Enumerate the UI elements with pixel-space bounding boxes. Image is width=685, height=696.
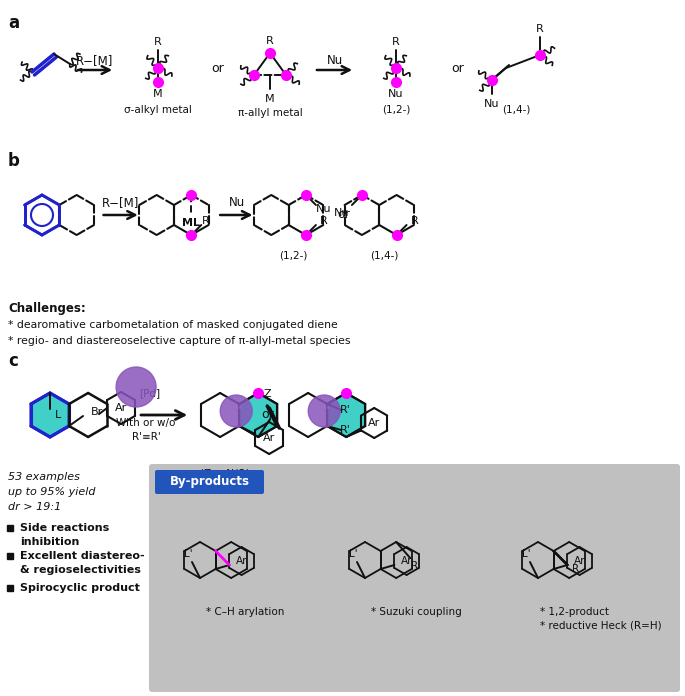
Text: Br: Br xyxy=(91,407,103,417)
Text: (1,4-): (1,4-) xyxy=(370,250,399,260)
Text: Nu: Nu xyxy=(316,204,332,214)
Text: Challenges:: Challenges: xyxy=(8,302,86,315)
Text: Nu: Nu xyxy=(229,196,245,209)
Text: L': L' xyxy=(522,549,530,559)
Text: R: R xyxy=(410,561,418,571)
Text: * reductive Heck (R=H): * reductive Heck (R=H) xyxy=(540,620,662,630)
Text: R: R xyxy=(266,36,274,46)
Text: [Pd]: [Pd] xyxy=(140,388,161,398)
Text: * regio- and diastereoselective capture of π-allyl-metal species: * regio- and diastereoselective capture … xyxy=(8,336,351,346)
Text: Ar: Ar xyxy=(368,418,380,428)
Text: Nu: Nu xyxy=(484,99,500,109)
Text: M: M xyxy=(265,94,275,104)
Text: R: R xyxy=(320,216,328,226)
Text: a: a xyxy=(8,14,19,32)
Text: L': L' xyxy=(349,549,358,559)
Text: L: L xyxy=(55,410,61,420)
Text: R: R xyxy=(411,216,419,226)
Text: * Suzuki coupling: * Suzuki coupling xyxy=(371,607,462,617)
Text: R': R' xyxy=(340,425,351,435)
Text: Excellent diastereo-: Excellent diastereo- xyxy=(20,551,145,561)
Text: Nu: Nu xyxy=(327,54,343,68)
Text: & regioselectivities: & regioselectivities xyxy=(20,565,141,575)
Text: R-B: R-B xyxy=(125,378,147,388)
Text: dr > 19:1: dr > 19:1 xyxy=(8,502,61,512)
Text: (1,4-): (1,4-) xyxy=(502,105,530,115)
Text: Ar: Ar xyxy=(263,433,275,443)
Text: R': R' xyxy=(319,406,330,416)
Text: (1,2-): (1,2-) xyxy=(382,105,410,115)
Text: Spirocyclic product: Spirocyclic product xyxy=(20,583,140,593)
Text: R−[M]: R−[M] xyxy=(76,54,114,68)
Circle shape xyxy=(220,395,252,427)
Text: R: R xyxy=(201,216,209,226)
Text: R: R xyxy=(536,24,544,34)
Text: c: c xyxy=(8,352,18,370)
Text: Side reactions: Side reactions xyxy=(20,523,109,533)
Polygon shape xyxy=(31,393,69,437)
Text: (1,2-): (1,2-) xyxy=(279,250,308,260)
Text: π-allyl metal: π-allyl metal xyxy=(238,108,302,118)
Text: ML: ML xyxy=(182,218,200,228)
Text: R: R xyxy=(572,564,579,574)
Text: * dearomative carbometalation of masked conjugated diene: * dearomative carbometalation of masked … xyxy=(8,320,338,330)
Text: Ar: Ar xyxy=(115,403,127,413)
Text: or: or xyxy=(451,61,464,74)
Circle shape xyxy=(116,367,156,407)
Text: R: R xyxy=(392,37,400,47)
Text: R'≡R': R'≡R' xyxy=(132,432,160,442)
Polygon shape xyxy=(327,393,365,437)
Text: inhibition: inhibition xyxy=(20,537,79,547)
Text: * 1,2-product: * 1,2-product xyxy=(540,607,609,617)
Text: Z: Z xyxy=(264,389,271,399)
Text: 53 examples: 53 examples xyxy=(8,472,80,482)
Text: σ-alkyl metal: σ-alkyl metal xyxy=(124,105,192,115)
Text: Nu: Nu xyxy=(388,89,403,99)
Text: or: or xyxy=(338,209,350,221)
Text: L': L' xyxy=(184,549,192,559)
Text: * C–H arylation: * C–H arylation xyxy=(206,607,284,617)
Polygon shape xyxy=(239,393,277,437)
Text: Ar: Ar xyxy=(401,556,412,566)
Text: Ar: Ar xyxy=(574,556,586,566)
Text: b: b xyxy=(8,152,20,170)
Text: up to 95% yield: up to 95% yield xyxy=(8,487,95,497)
Text: or: or xyxy=(212,61,225,74)
Text: or: or xyxy=(262,409,275,422)
FancyBboxPatch shape xyxy=(149,464,680,692)
Text: R−[M]: R−[M] xyxy=(102,196,139,209)
Text: By-products: By-products xyxy=(170,475,250,489)
Text: R': R' xyxy=(230,406,242,416)
Text: R': R' xyxy=(340,405,351,415)
Text: With or w/o: With or w/o xyxy=(116,418,176,428)
Text: Nu: Nu xyxy=(334,208,349,218)
Text: (Z = N/O): (Z = N/O) xyxy=(200,468,250,478)
Text: R: R xyxy=(154,37,162,47)
Circle shape xyxy=(308,395,340,427)
FancyBboxPatch shape xyxy=(155,470,264,494)
Text: Ar: Ar xyxy=(236,556,247,566)
Text: M: M xyxy=(153,89,163,99)
